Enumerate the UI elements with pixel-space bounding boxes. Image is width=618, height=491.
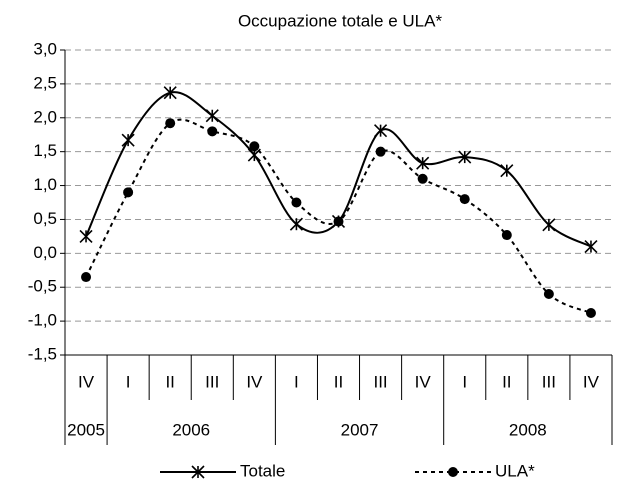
- x-tick-label: III: [542, 372, 556, 391]
- y-tick-label: -1,0: [28, 311, 57, 330]
- marker: [501, 230, 512, 241]
- marker: [374, 124, 388, 138]
- year-label: 2008: [509, 420, 547, 439]
- marker: [123, 187, 134, 198]
- marker: [500, 164, 514, 178]
- y-tick-label: 0,0: [33, 243, 57, 262]
- marker: [585, 307, 596, 318]
- x-tick-label: III: [373, 372, 387, 391]
- marker: [333, 216, 344, 227]
- legend-label: Totale: [240, 461, 285, 480]
- marker: [121, 133, 135, 147]
- x-tick-label: II: [334, 372, 343, 391]
- x-tick-label: I: [126, 372, 131, 391]
- marker: [458, 150, 472, 164]
- year-label: 2006: [172, 420, 210, 439]
- legend-marker: [448, 467, 458, 477]
- marker: [289, 217, 303, 231]
- y-tick-label: 1,5: [33, 141, 57, 160]
- marker: [249, 141, 260, 152]
- y-tick-label: 3,0: [33, 39, 57, 58]
- marker: [417, 173, 428, 184]
- marker: [291, 197, 302, 208]
- marker: [165, 118, 176, 129]
- marker: [79, 229, 93, 243]
- y-tick-label: -1,5: [28, 344, 57, 363]
- x-tick-label: II: [502, 372, 511, 391]
- marker: [375, 146, 386, 157]
- x-tick-label: I: [462, 372, 467, 391]
- legend-marker: [191, 465, 205, 479]
- marker: [81, 272, 92, 283]
- x-tick-label: IV: [78, 372, 95, 391]
- marker: [542, 218, 556, 232]
- x-tick-label: IV: [246, 372, 263, 391]
- y-tick-label: 2,5: [33, 73, 57, 92]
- y-tick-label: 2,0: [33, 107, 57, 126]
- x-tick-label: II: [165, 372, 174, 391]
- legend-label: ULA*: [495, 461, 535, 480]
- marker: [205, 109, 219, 123]
- y-tick-label: -0,5: [28, 277, 57, 296]
- y-tick-label: 1,0: [33, 175, 57, 194]
- marker: [459, 194, 470, 205]
- x-tick-label: IV: [415, 372, 432, 391]
- chart-title: Occupazione totale e ULA*: [238, 11, 443, 30]
- marker: [207, 126, 218, 137]
- marker: [543, 289, 554, 299]
- x-tick-label: III: [205, 372, 219, 391]
- y-tick-label: 0,5: [33, 209, 57, 228]
- x-tick-label: IV: [583, 372, 600, 391]
- marker: [163, 86, 177, 100]
- year-label: 2005: [67, 420, 105, 439]
- year-label: 2007: [341, 420, 379, 439]
- marker: [584, 239, 598, 254]
- x-tick-label: I: [294, 372, 299, 391]
- marker: [416, 156, 430, 170]
